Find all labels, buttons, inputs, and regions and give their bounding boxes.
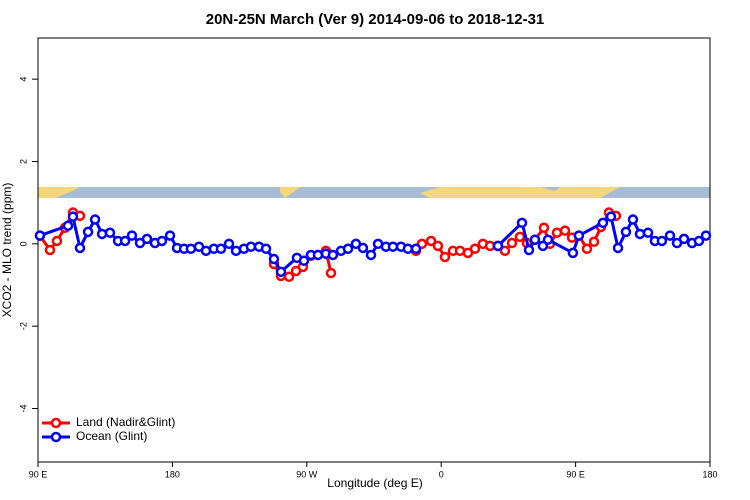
x-tick-label: 90 W [296, 469, 318, 479]
point [529, 234, 541, 245]
point [700, 230, 712, 241]
point [402, 243, 414, 255]
y-tick-label: 4 [18, 77, 28, 82]
point [126, 230, 138, 241]
point [34, 230, 46, 241]
x-tick-label: 90 E [566, 469, 585, 479]
point [538, 222, 550, 234]
point [141, 233, 153, 245]
point [342, 243, 354, 255]
point [410, 243, 422, 255]
point [693, 235, 705, 247]
x-axis-label: Longitude (deg E) [327, 476, 422, 490]
point [425, 235, 437, 247]
point [260, 243, 272, 255]
point [74, 242, 86, 254]
point [357, 242, 369, 254]
point [96, 228, 108, 240]
y-tick-label: -2 [18, 322, 28, 330]
point [245, 241, 257, 252]
point [559, 225, 571, 236]
point [642, 227, 654, 238]
point [523, 244, 535, 256]
chart-title: 20N-25N March (Ver 9) 2014-09-06 to 2018… [206, 11, 545, 28]
point [499, 245, 511, 257]
point [365, 249, 377, 261]
point [627, 214, 639, 225]
y-tick-label: 2 [18, 159, 28, 164]
point [67, 211, 79, 222]
y-tick-label: 0 [18, 241, 28, 246]
y-tick-label: -4 [18, 404, 28, 412]
point [223, 238, 235, 250]
point [432, 240, 444, 252]
point [605, 211, 617, 222]
point [656, 235, 668, 247]
point [89, 214, 101, 225]
point [164, 230, 176, 241]
point [551, 227, 563, 238]
legend-marker [50, 417, 62, 429]
legend-label: Ocean (Glint) [76, 429, 147, 443]
x-tick-label: 0 [439, 469, 444, 479]
point [567, 247, 579, 259]
point [104, 227, 116, 238]
point [327, 249, 339, 261]
point [634, 228, 646, 240]
point [215, 243, 227, 255]
map-strip [38, 187, 710, 198]
point [325, 267, 337, 279]
point [581, 243, 593, 255]
point [514, 231, 526, 243]
point [298, 255, 310, 266]
point [82, 226, 94, 238]
point [387, 241, 399, 252]
point [439, 251, 451, 263]
point [542, 234, 554, 245]
legend-label: Land (Nadir&Glint) [76, 415, 175, 429]
point [62, 220, 74, 231]
point [312, 249, 324, 261]
point [620, 226, 632, 238]
point [678, 233, 690, 245]
point [597, 217, 609, 229]
x-tick-label: 90 E [29, 469, 48, 479]
point [469, 243, 481, 255]
x-tick-label: 180 [702, 469, 717, 479]
point [268, 253, 280, 265]
point [492, 240, 504, 252]
point [664, 230, 676, 241]
point [506, 237, 518, 249]
point [283, 271, 295, 283]
legend-marker [50, 431, 62, 443]
point [156, 235, 168, 247]
point [275, 266, 287, 278]
plot-frame [37, 37, 711, 463]
point [51, 235, 63, 247]
point [516, 217, 528, 229]
point [588, 236, 600, 248]
point [185, 243, 197, 255]
x-tick-label: 180 [165, 469, 180, 479]
point [573, 230, 585, 241]
point [44, 244, 56, 256]
point [612, 242, 624, 254]
y-axis-label: XCO2 - MLO trend (ppm) [0, 183, 14, 318]
point [119, 235, 131, 247]
